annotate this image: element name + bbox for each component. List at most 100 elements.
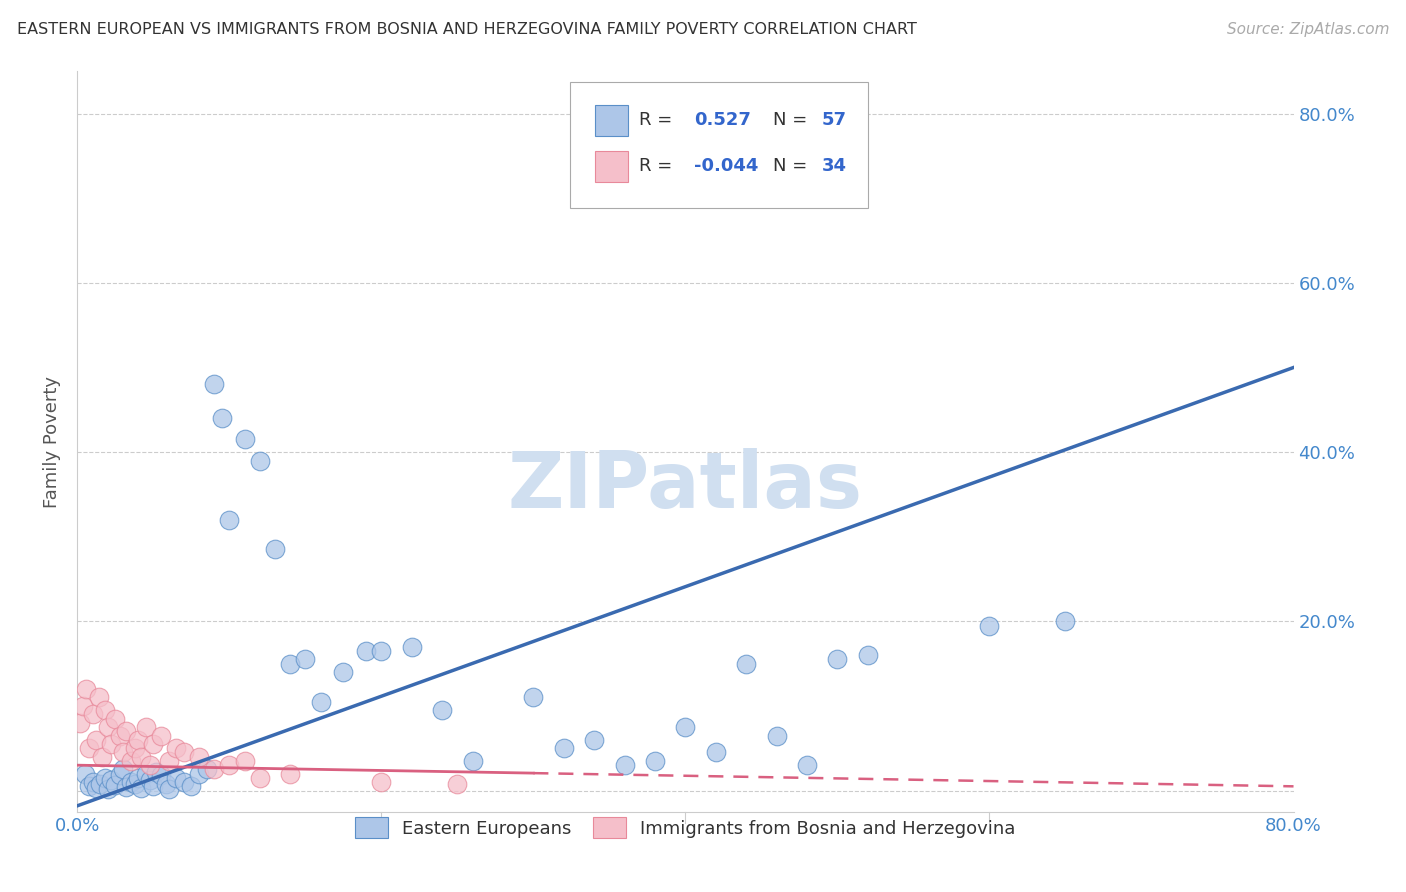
Point: [180, 780, 202, 794]
Point: [401, 640, 423, 654]
Point: [157, 781, 180, 796]
Point: [100, 773, 122, 788]
Point: [127, 732, 149, 747]
Point: [430, 703, 453, 717]
Point: [129, 780, 152, 795]
Point: [553, 741, 575, 756]
Point: [142, 780, 165, 794]
Point: [75, 681, 97, 696]
FancyBboxPatch shape: [595, 104, 628, 136]
Point: [73, 766, 96, 780]
Point: [79, 741, 101, 756]
Point: [124, 741, 146, 756]
Point: [165, 771, 187, 785]
Point: [1054, 615, 1077, 629]
Point: [127, 771, 149, 785]
Text: R =: R =: [640, 157, 678, 175]
Point: [202, 377, 225, 392]
Point: [249, 771, 271, 785]
Legend: Eastern Europeans, Immigrants from Bosnia and Herzegovina: Eastern Europeans, Immigrants from Bosni…: [350, 812, 1021, 844]
Point: [856, 648, 879, 663]
Text: 34: 34: [821, 157, 846, 175]
Point: [139, 758, 162, 772]
Point: [115, 780, 138, 794]
Text: ZIPatlas: ZIPatlas: [508, 448, 863, 524]
Point: [93, 771, 115, 785]
Y-axis label: Family Poverty: Family Poverty: [44, 376, 62, 508]
Point: [704, 746, 727, 760]
Point: [100, 737, 122, 751]
Point: [613, 758, 636, 772]
Point: [97, 781, 120, 796]
Text: EASTERN EUROPEAN VS IMMIGRANTS FROM BOSNIA AND HERZEGOVINA FAMILY POVERTY CORREL: EASTERN EUROPEAN VS IMMIGRANTS FROM BOSN…: [17, 22, 917, 37]
Point: [294, 652, 316, 666]
Point: [82, 775, 104, 789]
Point: [115, 724, 138, 739]
Point: [233, 754, 256, 768]
Point: [90, 749, 112, 764]
Point: [89, 777, 111, 791]
Point: [145, 764, 167, 779]
Point: [72, 698, 94, 713]
FancyBboxPatch shape: [569, 82, 868, 208]
Point: [108, 768, 131, 782]
Point: [264, 542, 287, 557]
Point: [149, 768, 172, 782]
Point: [69, 715, 91, 730]
Point: [211, 411, 233, 425]
Point: [139, 773, 162, 788]
Point: [354, 644, 377, 658]
Text: 57: 57: [821, 112, 846, 129]
Point: [675, 720, 697, 734]
Point: [583, 732, 606, 747]
FancyBboxPatch shape: [595, 151, 628, 182]
Point: [233, 433, 256, 447]
Point: [173, 746, 195, 760]
Point: [218, 513, 240, 527]
Point: [278, 766, 301, 780]
Point: [120, 775, 142, 789]
Text: 0.527: 0.527: [695, 112, 751, 129]
Point: [370, 775, 392, 789]
Text: Source: ZipAtlas.com: Source: ZipAtlas.com: [1226, 22, 1389, 37]
Point: [79, 780, 101, 794]
Point: [188, 749, 211, 764]
Point: [735, 657, 758, 671]
Point: [309, 695, 332, 709]
Point: [142, 737, 165, 751]
Point: [249, 453, 271, 467]
Text: R =: R =: [640, 112, 678, 129]
Point: [202, 763, 225, 777]
Point: [195, 763, 218, 777]
Point: [124, 777, 146, 791]
Point: [82, 707, 104, 722]
Point: [979, 618, 1001, 632]
Point: [104, 712, 127, 726]
Point: [446, 777, 468, 791]
Point: [155, 777, 177, 791]
Point: [93, 703, 115, 717]
Point: [97, 720, 120, 734]
Point: [120, 754, 142, 768]
Point: [165, 741, 187, 756]
Point: [522, 690, 544, 705]
Point: [188, 766, 211, 780]
Point: [135, 766, 157, 780]
Point: [149, 729, 172, 743]
Point: [278, 657, 301, 671]
Point: [461, 754, 484, 768]
Text: N =: N =: [773, 157, 813, 175]
Point: [129, 749, 152, 764]
Point: [218, 758, 240, 772]
Point: [111, 746, 134, 760]
Point: [111, 763, 134, 777]
Point: [87, 690, 110, 705]
Point: [104, 778, 127, 792]
Point: [644, 754, 666, 768]
Point: [796, 758, 818, 772]
Point: [135, 720, 157, 734]
Point: [84, 732, 107, 747]
Point: [108, 729, 131, 743]
Text: N =: N =: [773, 112, 813, 129]
Point: [157, 754, 180, 768]
